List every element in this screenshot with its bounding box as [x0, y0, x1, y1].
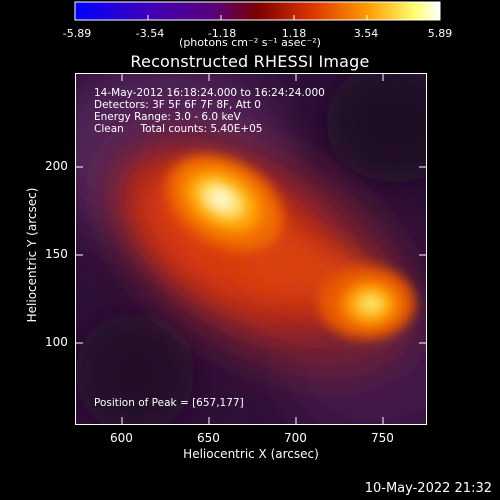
colorbar-units: (photons cm⁻² s⁻¹ asec⁻²) [179, 36, 321, 49]
time-range-text: 14-May-2012 16:18:24.000 to 16:24:24.000 [94, 87, 325, 99]
colorbar-tick-label: 1.18 [281, 27, 307, 40]
footer-date: 10-May-2022 21:32 [364, 481, 492, 496]
x-tick-label: 650 [197, 431, 220, 445]
colorbar-ticks [147, 15, 368, 20]
x-tick-label: 600 [110, 431, 133, 445]
x-tick-label: 750 [371, 431, 394, 445]
colorbar-tick-label: -1.18 [207, 27, 237, 40]
axis-ticks [75, 73, 427, 425]
peak-position-text: Position of Peak = [657,177] [94, 397, 244, 409]
x-tick-label: 700 [284, 431, 307, 445]
clean-counts-text: Clean Total counts: 5.40E+05 [94, 123, 263, 135]
detectors-text: Detectors: 3F 5F 6F 7F 8F, Att 0 [94, 99, 261, 111]
colorbar-tick-label: -5.89 [62, 27, 92, 40]
colorbar-tick-label: 3.54 [353, 27, 379, 40]
y-tick-label: 100 [45, 335, 68, 349]
y-tick-label: 150 [45, 247, 68, 261]
colorbar-tick-label: 5.89 [427, 27, 453, 40]
rhessi-image [75, 73, 427, 425]
x-axis-label: Heliocentric X (arcsec) [183, 447, 319, 461]
colorbar [74, 1, 441, 21]
plot-title: Reconstructed RHESSI Image [130, 52, 370, 71]
colorbar-gradient [74, 1, 441, 21]
energy-range-text: Energy Range: 3.0 - 6.0 keV [94, 111, 241, 123]
y-tick-label: 200 [45, 159, 68, 173]
y-axis-label: Heliocentric Y (arcsec) [25, 187, 39, 323]
colorbar-tick-label: -3.54 [135, 27, 165, 40]
